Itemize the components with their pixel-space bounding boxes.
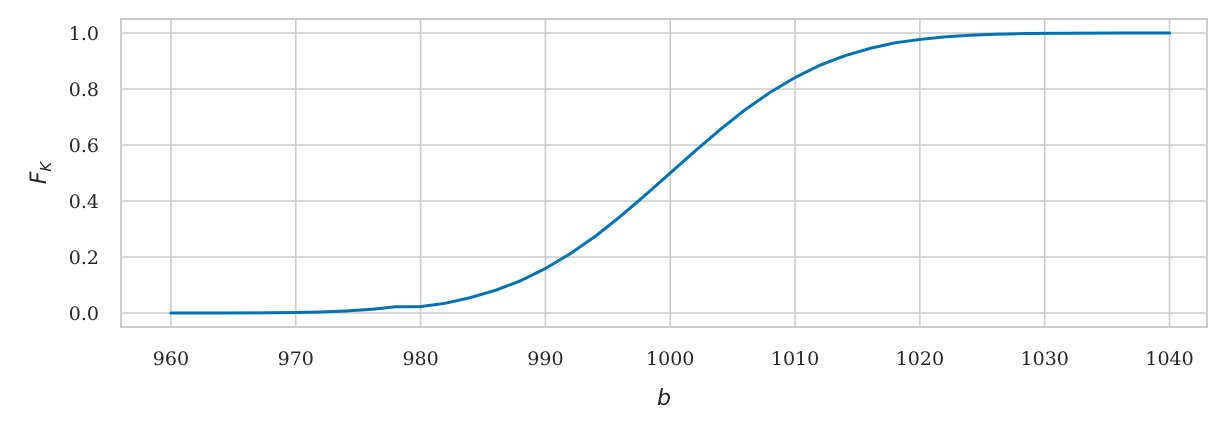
y-tick-label: 0.2	[69, 247, 99, 269]
x-tick-label: 990	[527, 348, 563, 370]
x-tick-labels: 960 970 980 990 1000 1010 1020 1030 1040	[153, 348, 1194, 370]
x-tick-label: 970	[278, 348, 314, 370]
y-axis-label: FK	[27, 161, 55, 185]
x-tick-label: 960	[153, 348, 189, 370]
x-tick-label: 1020	[896, 348, 944, 370]
y-tick-label: 0.4	[69, 191, 99, 213]
x-tick-label: 1030	[1021, 348, 1069, 370]
line-layer	[169, 31, 1172, 315]
x-tick-label: 1010	[771, 348, 819, 370]
x-tick-label: 980	[402, 348, 438, 370]
x-tick-label: 1000	[646, 348, 694, 370]
y-axis-label-main: F	[27, 171, 52, 184]
y-axis-label-subscript: K	[37, 161, 55, 172]
cdf-series-line	[169, 31, 1172, 315]
grid-layer	[121, 19, 1207, 327]
x-tick-label: 1040	[1145, 348, 1193, 370]
y-tick-label: 0.8	[69, 79, 99, 101]
y-tick-label: 1.0	[69, 23, 99, 45]
y-tick-label: 0.6	[69, 135, 99, 157]
plot-frame	[120, 18, 1208, 328]
y-tick-label: 0.0	[69, 303, 99, 325]
y-tick-labels: 0.0 0.2 0.4 0.6 0.8 1.0	[69, 23, 99, 325]
x-axis-label: b	[657, 386, 671, 411]
